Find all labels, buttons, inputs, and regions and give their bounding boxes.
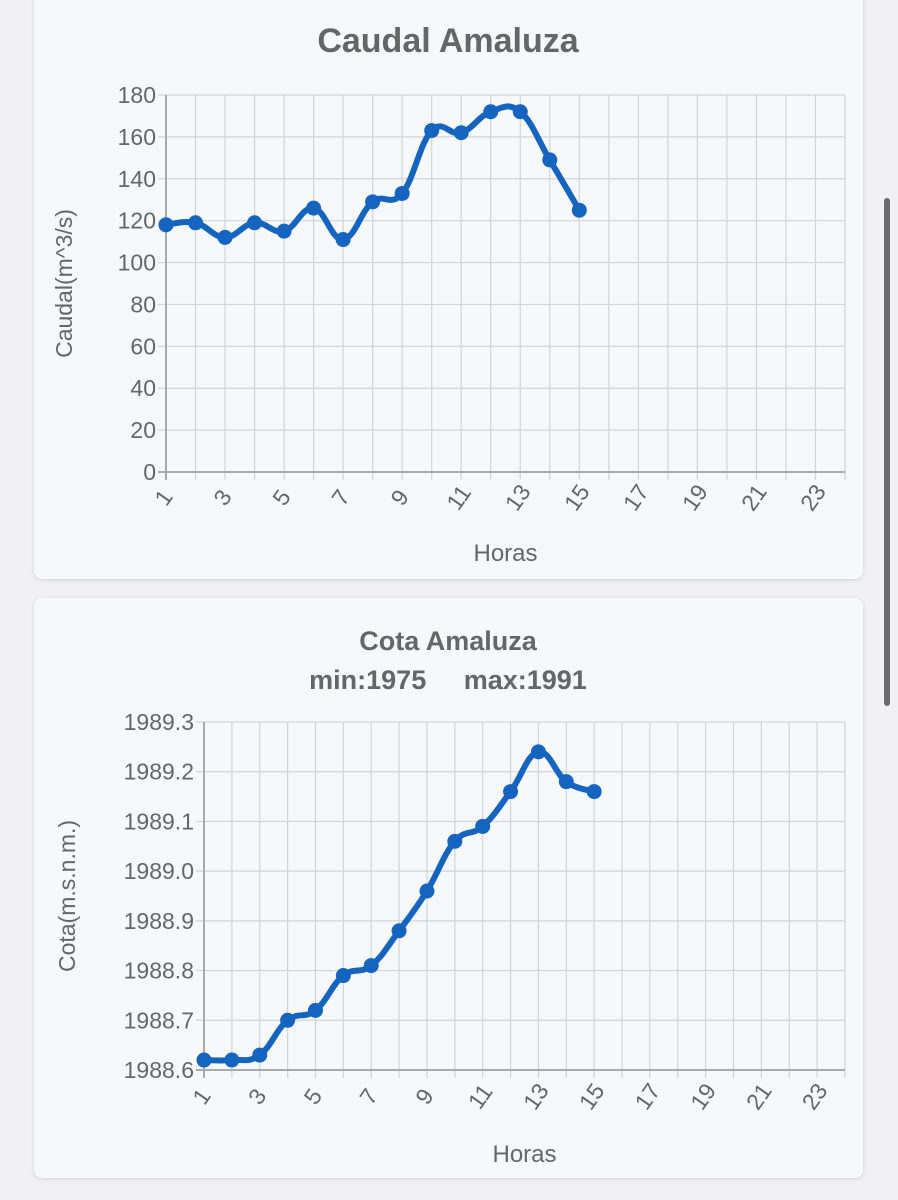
x-tick-label: 7	[354, 1084, 383, 1109]
chart-title: Cota Amaluza	[359, 626, 538, 656]
data-point	[196, 1052, 212, 1068]
chart-title: Caudal Amaluza	[317, 22, 579, 60]
y-tick-label: 20	[130, 417, 156, 443]
y-tick-label: 60	[130, 333, 156, 359]
data-point	[530, 744, 546, 760]
y-tick-label: 80	[130, 291, 156, 317]
y-tick-label: 1988.7	[124, 1007, 194, 1033]
x-tick-label: 19	[685, 1078, 721, 1114]
y-axis-label: Cota(m.s.n.m.)	[54, 820, 80, 972]
x-tick-label: 17	[629, 1078, 665, 1114]
x-tick-label: 9	[410, 1084, 439, 1109]
y-tick-label: 140	[118, 166, 156, 192]
data-point	[586, 784, 602, 800]
y-tick-label: 160	[118, 124, 156, 150]
data-point	[217, 229, 233, 245]
y-tick-label: 1988.9	[124, 908, 194, 934]
cota-chart: Cota Amaluza min:1975 max:1991 1988.6 1988.…	[54, 626, 846, 1168]
x-axis-label: Horas	[473, 540, 537, 567]
y-tick-label: 1989.3	[124, 709, 194, 735]
x-tick-label: 15	[574, 1078, 610, 1114]
x-tick-label: 11	[441, 480, 476, 514]
x-tick-label: 19	[677, 479, 713, 515]
y-tick-label: 1989.2	[124, 759, 194, 785]
y-axis-label: Caudal(m^3/s)	[51, 209, 77, 358]
chart-subtitle: min:1975 max:1991	[309, 665, 587, 695]
x-tick-label: 13	[500, 479, 536, 515]
x-tick-label: 1	[149, 485, 178, 510]
data-point	[475, 818, 491, 834]
data-point	[158, 217, 174, 233]
y-tick-label: 0	[143, 459, 156, 485]
caudal-chart-card: Caudal Amaluza 0 20 40 60 80 100 120 140 160 180 1 3…	[34, 0, 863, 579]
data-point	[483, 104, 499, 120]
data-point	[307, 1002, 323, 1018]
x-tick-label: 1	[187, 1084, 216, 1109]
x-axis-label: Horas	[492, 1141, 556, 1168]
x-tick-label: 23	[797, 1078, 833, 1114]
x-tick-label: 7	[326, 485, 355, 510]
x-tick-label: 9	[385, 485, 414, 510]
y-tick-label: 1988.8	[124, 958, 194, 984]
data-point	[276, 223, 292, 239]
x-tick-label: 21	[741, 1078, 777, 1114]
data-point	[306, 200, 322, 216]
x-tick-label: 5	[299, 1084, 328, 1109]
y-tick-label: 40	[130, 375, 156, 401]
data-point	[363, 958, 379, 974]
data-point	[512, 104, 528, 120]
data-point	[280, 1012, 296, 1028]
x-tick-label: 17	[618, 479, 654, 515]
x-tick-label: 5	[267, 485, 296, 510]
y-tick-label: 1989.1	[124, 808, 194, 834]
data-point	[571, 202, 587, 218]
data-point	[558, 774, 574, 790]
x-tick-label: 3	[208, 485, 237, 510]
data-point	[335, 232, 351, 248]
x-tick-label: 23	[795, 479, 831, 515]
data-point	[447, 833, 463, 849]
data-point	[394, 185, 410, 201]
data-point	[335, 968, 351, 984]
data-point	[503, 784, 519, 800]
data-point	[453, 125, 469, 141]
data-point	[419, 883, 435, 899]
x-tick-label: 13	[518, 1078, 554, 1114]
data-point	[224, 1052, 240, 1068]
cota-chart-card: Cota Amaluza min:1975 max:1991 1988.6 1988.…	[34, 598, 863, 1178]
data-point	[542, 152, 558, 168]
y-tick-label: 120	[118, 208, 156, 234]
data-point	[252, 1047, 268, 1063]
data-point	[391, 923, 407, 939]
y-tick-label: 100	[118, 250, 156, 276]
y-tick-label: 1988.6	[124, 1057, 194, 1083]
data-point	[247, 215, 263, 231]
x-tick-label: 11	[463, 1079, 498, 1113]
scrollbar[interactable]	[884, 198, 890, 706]
x-tick-label: 21	[736, 479, 772, 515]
y-tick-label: 1989.0	[124, 858, 194, 884]
data-point	[365, 194, 381, 210]
x-tick-label: 3	[243, 1084, 272, 1109]
x-tick-label: 15	[559, 479, 595, 515]
y-tick-label: 180	[118, 82, 156, 108]
data-point	[188, 215, 204, 231]
data-point	[424, 123, 440, 139]
